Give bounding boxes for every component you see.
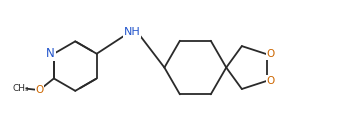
Text: O: O <box>35 85 43 95</box>
Text: O: O <box>266 76 275 86</box>
Text: NH: NH <box>124 27 141 37</box>
Text: N: N <box>46 47 55 60</box>
Text: O: O <box>266 49 275 59</box>
Text: CH₃: CH₃ <box>13 84 29 93</box>
